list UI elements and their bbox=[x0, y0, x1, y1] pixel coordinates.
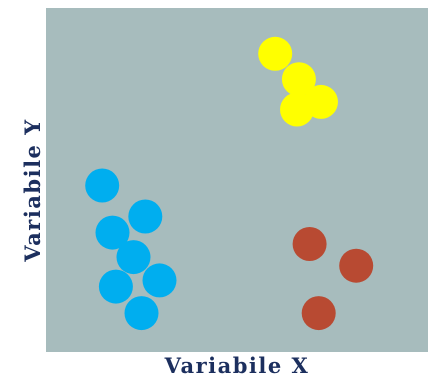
data-point-2-2 bbox=[301, 296, 336, 331]
data-point-0-5 bbox=[142, 263, 177, 298]
data-point-1-0 bbox=[258, 36, 293, 71]
data-point-1-1 bbox=[281, 62, 316, 97]
x-axis-label: Variabile X bbox=[164, 353, 310, 376]
data-points bbox=[85, 36, 374, 331]
series-0 bbox=[85, 168, 177, 331]
series-2 bbox=[292, 227, 374, 331]
series-1 bbox=[258, 36, 338, 127]
data-point-2-1 bbox=[339, 248, 374, 283]
data-point-2-0 bbox=[292, 227, 327, 261]
y-axis-label: Variabile Y bbox=[20, 118, 45, 262]
data-point-0-6 bbox=[124, 296, 159, 331]
data-point-1-3 bbox=[280, 92, 314, 127]
data-point-0-3 bbox=[116, 240, 151, 275]
data-point-0-4 bbox=[98, 269, 133, 304]
data-point-0-0 bbox=[85, 168, 120, 203]
data-point-0-1 bbox=[128, 199, 163, 234]
data-point-0-2 bbox=[95, 215, 130, 250]
